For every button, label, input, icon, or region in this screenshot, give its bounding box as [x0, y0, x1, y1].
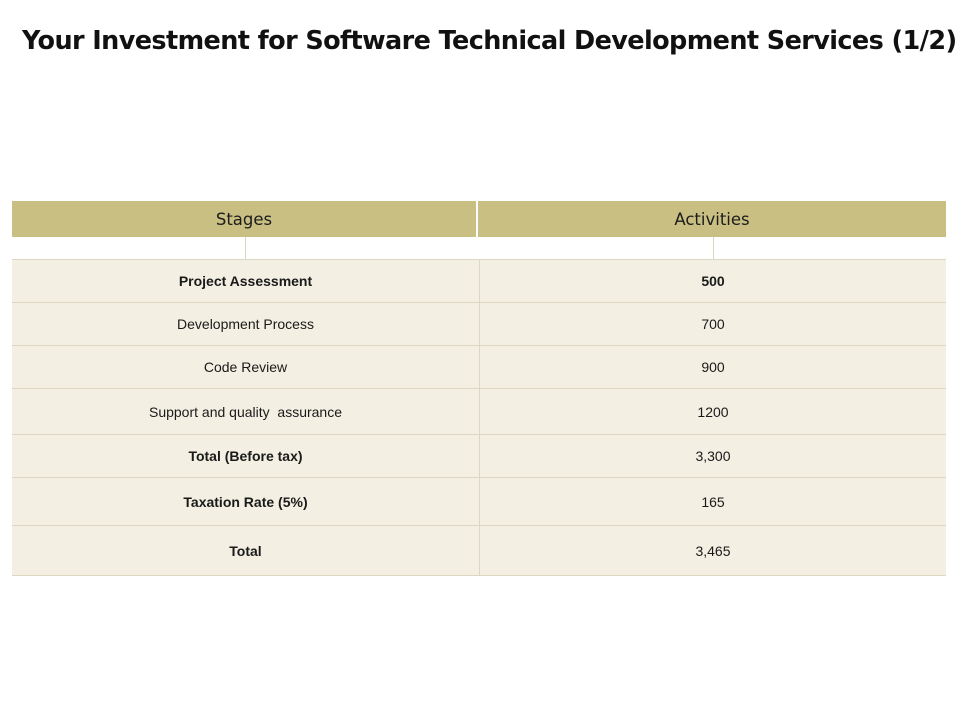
column-divider-tick: [245, 237, 246, 259]
value-cell: 700: [701, 316, 725, 332]
investment-table: Stages Activities Project Assessment 500…: [12, 201, 946, 576]
stage-cell: Code Review: [12, 346, 480, 388]
stage-cell: Project Assessment: [12, 260, 480, 302]
value-cell: 3,300: [695, 448, 731, 464]
table-row: Total (Before tax) 3,300: [12, 434, 946, 477]
stage-cell: Support and quality assurance: [12, 389, 480, 434]
table-row: Taxation Rate (5%) 165: [12, 477, 946, 525]
table-row: Project Assessment 500: [12, 259, 946, 302]
column-divider-tick: [713, 237, 714, 259]
table-row: Code Review 900: [12, 345, 946, 388]
header-stages: Stages: [12, 201, 478, 237]
table-row: Total 3,465: [12, 525, 946, 576]
header-activities: Activities: [478, 201, 946, 237]
table-row: Development Process 700: [12, 302, 946, 345]
stage-cell: Total (Before tax): [12, 435, 480, 477]
value-cell: 1200: [697, 403, 729, 420]
table-row: Support and quality assurance 1200: [12, 388, 946, 434]
value-cell: 165: [701, 493, 725, 510]
value-cell: 500: [701, 273, 725, 289]
table-header-row: Stages Activities: [12, 201, 946, 237]
value-cell: 3,465: [695, 542, 731, 559]
slide-title: Your Investment for Software Technical D…: [22, 26, 957, 56]
table-spacer-row: [12, 237, 946, 259]
value-cell: 900: [701, 359, 725, 375]
stage-cell: Taxation Rate (5%): [12, 478, 480, 525]
stage-cell: Development Process: [12, 303, 480, 345]
stage-cell: Total: [12, 526, 480, 575]
